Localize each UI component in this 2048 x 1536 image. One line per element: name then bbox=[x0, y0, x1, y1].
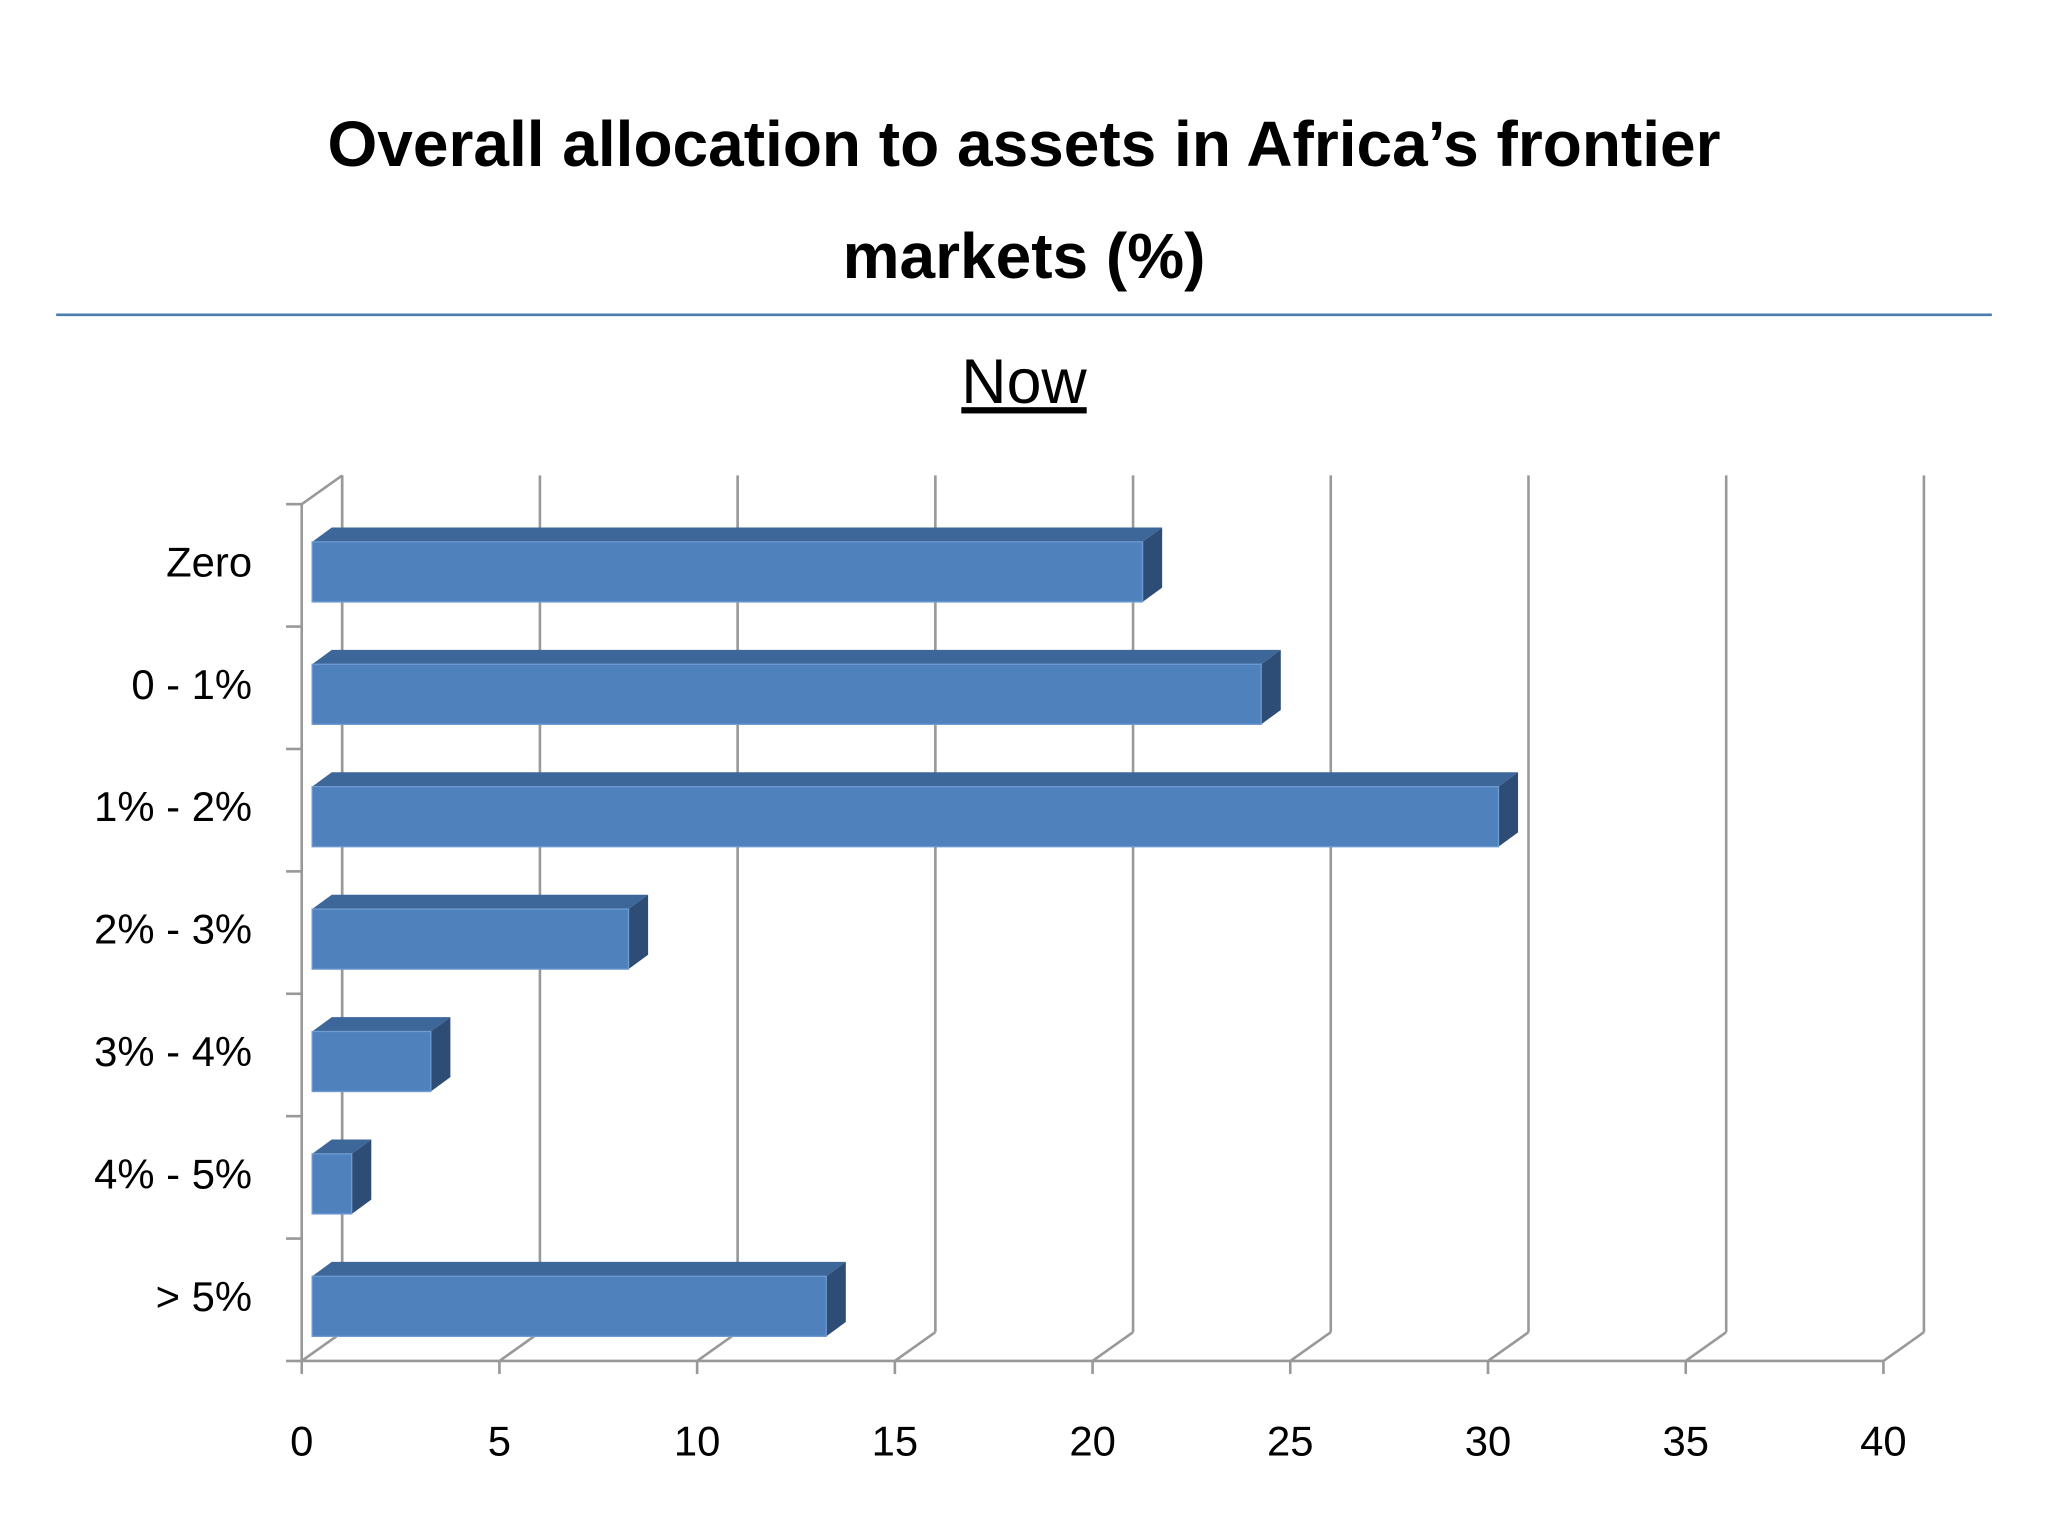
y-tick-label: > 5% bbox=[156, 1273, 252, 1320]
bar-side bbox=[1498, 772, 1519, 847]
bar bbox=[311, 908, 630, 970]
floor-grid-line bbox=[1882, 1331, 1925, 1363]
bar bbox=[311, 663, 1262, 725]
floor-grid-line bbox=[1289, 1331, 1332, 1363]
x-tick-label: 15 bbox=[872, 1418, 918, 1465]
x-tick-label: 40 bbox=[1860, 1418, 1906, 1465]
side-wall-top bbox=[300, 474, 343, 506]
y-tick-label: 0 - 1% bbox=[131, 661, 252, 708]
x-tick-label: 30 bbox=[1465, 1418, 1511, 1465]
bar-top bbox=[312, 527, 1163, 542]
bar-side bbox=[1261, 649, 1281, 725]
bar bbox=[311, 786, 1500, 848]
bar bbox=[311, 1030, 432, 1093]
bar-top bbox=[312, 894, 649, 910]
bar-top bbox=[312, 1261, 846, 1277]
floor-grid-line bbox=[1091, 1331, 1134, 1363]
bar-side bbox=[826, 1261, 846, 1337]
y-tick-label: 3% - 4% bbox=[94, 1028, 252, 1075]
x-tick-label: 35 bbox=[1662, 1418, 1708, 1465]
bar-side bbox=[1142, 527, 1163, 602]
chart-title: Overall allocation to assets in Africa’s… bbox=[327, 108, 1721, 292]
bar-top bbox=[312, 1017, 451, 1032]
floor-grid-line bbox=[498, 1331, 541, 1363]
floor-grid-line bbox=[894, 1331, 937, 1363]
y-tick-label: 2% - 3% bbox=[94, 906, 252, 953]
y-tick-label: 4% - 5% bbox=[94, 1150, 252, 1197]
bar bbox=[311, 1275, 827, 1338]
bar-side bbox=[351, 1139, 372, 1214]
x-tick-label: 20 bbox=[1069, 1418, 1115, 1465]
bar bbox=[311, 1153, 353, 1215]
bar-side bbox=[430, 1017, 451, 1092]
bar-side bbox=[628, 894, 649, 970]
chart-subtitle: Now bbox=[961, 347, 1087, 417]
y-tick-label: Zero bbox=[166, 538, 252, 585]
bar-top bbox=[312, 772, 1519, 787]
floor-grid-line bbox=[300, 1331, 343, 1363]
bar-top bbox=[312, 649, 1281, 665]
x-tick-label: 0 bbox=[290, 1418, 313, 1465]
bar bbox=[311, 541, 1144, 603]
floor-grid-line bbox=[1487, 1331, 1530, 1363]
y-tick-label: 1% - 2% bbox=[94, 783, 252, 830]
x-tick-label: 5 bbox=[488, 1418, 511, 1465]
floor-grid-line bbox=[1684, 1331, 1727, 1363]
x-tick-label: 10 bbox=[674, 1418, 720, 1465]
bar-top bbox=[312, 1139, 372, 1154]
floor-grid-line bbox=[696, 1331, 739, 1363]
x-tick-label: 25 bbox=[1267, 1418, 1313, 1465]
